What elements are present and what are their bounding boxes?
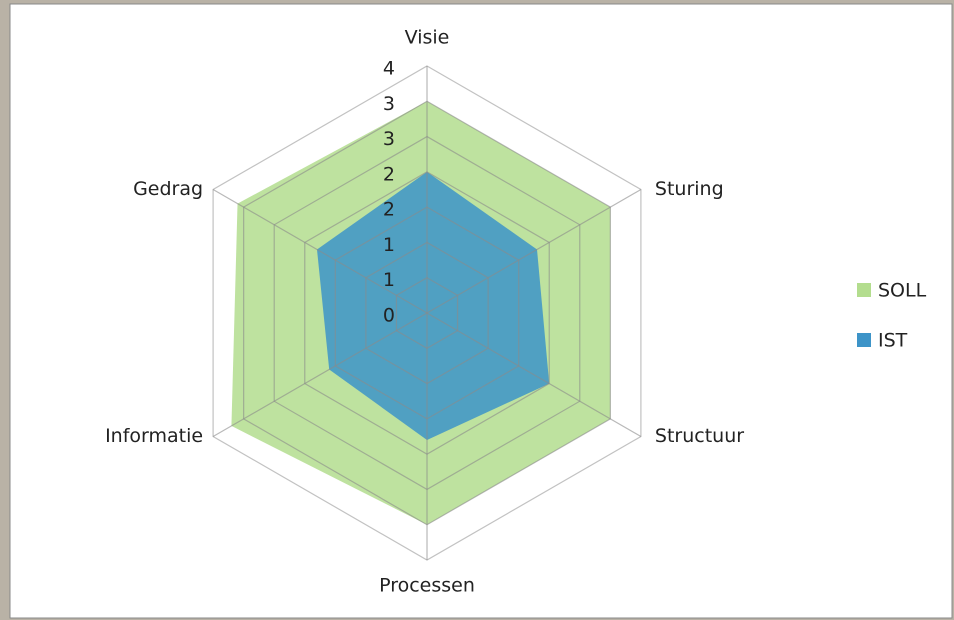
y-tick-label: 1 — [383, 234, 395, 256]
y-tick-label: 3 — [383, 93, 395, 115]
legend-label: IST — [878, 330, 908, 352]
category-label: Structuur — [655, 425, 744, 447]
spoke — [212, 188, 428, 314]
category-label: Informatie — [105, 425, 203, 447]
spoke — [426, 312, 642, 438]
category-label: Gedrag — [133, 178, 203, 200]
legend-swatch — [857, 333, 871, 347]
spoke — [426, 188, 642, 314]
legend-label: SOLL — [878, 280, 927, 302]
category-label: Processen — [379, 575, 475, 597]
legend-swatch — [857, 283, 871, 297]
series-area — [316, 171, 550, 441]
y-tick-label: 0 — [383, 305, 395, 327]
y-tick-label: 4 — [383, 58, 395, 80]
y-tick-label: 2 — [383, 199, 395, 221]
category-label: Visie — [405, 27, 450, 49]
y-tick-label: 1 — [383, 269, 395, 291]
category-label: Sturing — [655, 178, 724, 200]
y-tick-label: 2 — [383, 163, 395, 185]
spoke — [212, 312, 428, 438]
y-tick-label: 3 — [383, 128, 395, 150]
